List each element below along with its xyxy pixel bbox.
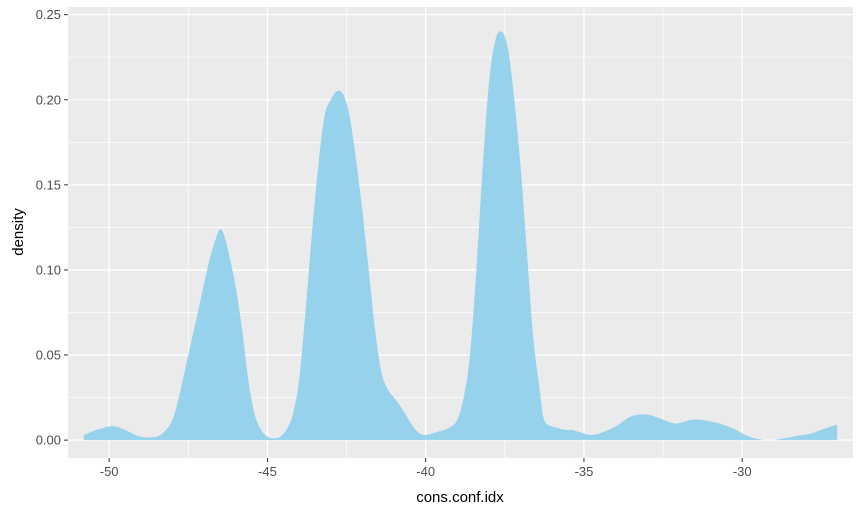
y-axis-title: density xyxy=(10,208,27,256)
x-tick-label: -35 xyxy=(575,464,594,479)
x-tick-label: -45 xyxy=(258,464,277,479)
x-axis-ticks: -50 -45 -40 -35 -30 xyxy=(100,458,752,479)
x-tick-label: -30 xyxy=(733,464,752,479)
y-tick-label: 0.25 xyxy=(36,7,61,22)
y-tick-label: 0.15 xyxy=(36,177,61,192)
x-tick-label: -40 xyxy=(416,464,435,479)
y-tick-label: 0.10 xyxy=(36,262,61,277)
y-tick-label: 0.00 xyxy=(36,433,61,448)
y-tick-label: 0.05 xyxy=(36,348,61,363)
x-axis-title: cons.conf.idx xyxy=(416,489,504,506)
y-axis-ticks: 0.00 0.05 0.10 0.15 0.20 0.25 xyxy=(36,7,68,448)
x-tick-label: -50 xyxy=(100,464,119,479)
y-tick-label: 0.20 xyxy=(36,92,61,107)
